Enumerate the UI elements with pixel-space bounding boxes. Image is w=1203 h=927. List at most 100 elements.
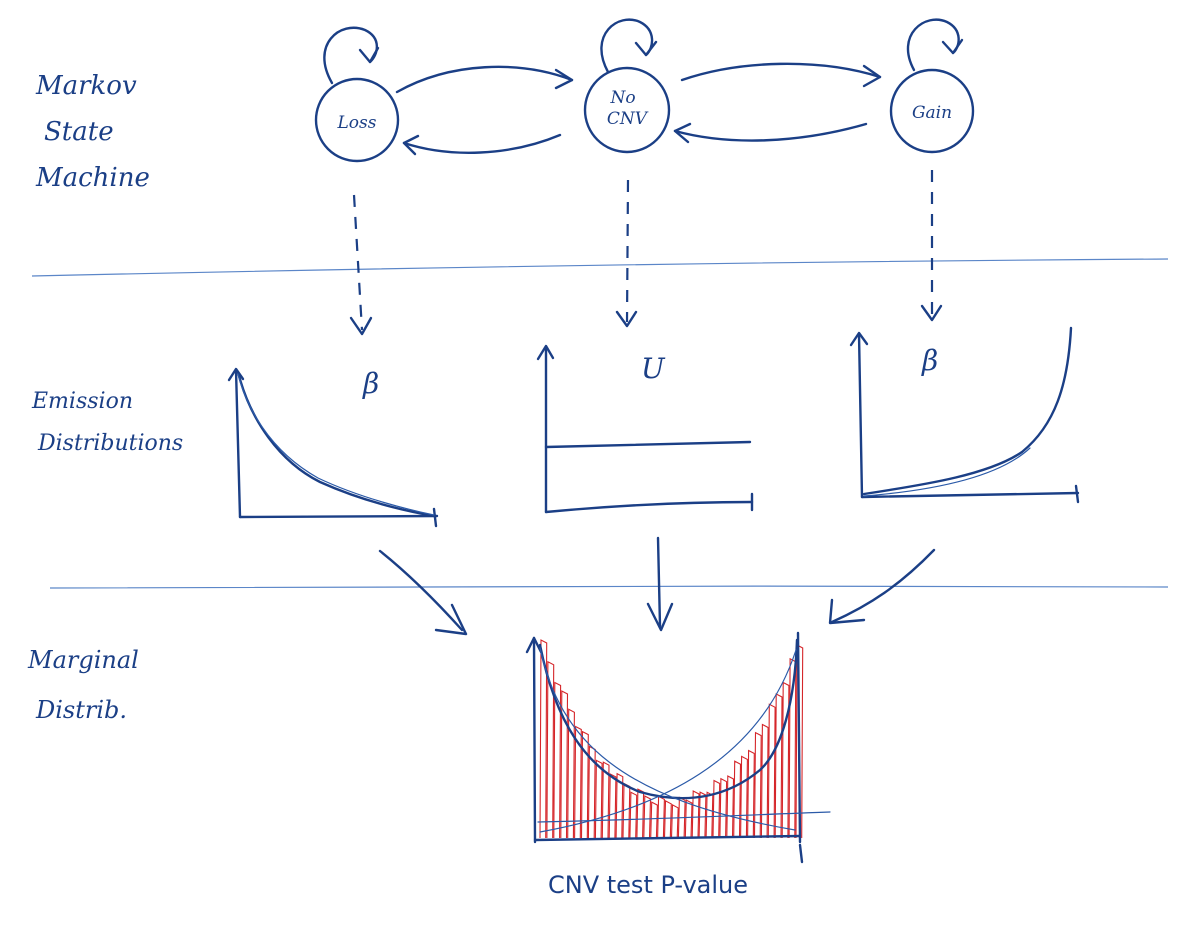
arrowhead: [358, 46, 380, 64]
histogram-bar: [767, 703, 776, 839]
row-label-line: Machine: [35, 163, 150, 193]
state-label-gain: Gain: [912, 103, 952, 123]
component-curve-decreasing: [539, 647, 796, 831]
component-curve-uniform: [537, 811, 831, 823]
histogram-bar: [747, 749, 755, 839]
histogram-bar: [546, 660, 555, 839]
histogram-bar: [698, 791, 707, 839]
histogram-bar: [539, 639, 548, 839]
histogram-bar: [691, 790, 700, 839]
marginal-caption: CNV test P-value: [548, 871, 748, 899]
emission-plot-gain: [849, 326, 1080, 504]
histogram-bar: [760, 723, 769, 839]
emission-plot-no-cnv: [536, 344, 754, 514]
state-gain: Gain: [889, 18, 975, 154]
x-axis: [238, 514, 439, 519]
density-curve: [544, 440, 752, 449]
right-boundary: [796, 631, 802, 844]
marginal-density-curve: [538, 638, 799, 800]
divider-line-top: [31, 258, 1169, 277]
row-label-line: Emission: [31, 389, 133, 414]
row-label-line: Marginal: [27, 646, 139, 674]
histogram-bar: [594, 759, 603, 839]
histogram-bar: [650, 801, 658, 839]
transition-gain-to-no-cnv: [673, 122, 868, 144]
histogram-bar: [567, 708, 575, 839]
histogram-bar: [719, 777, 728, 839]
histogram-bar: [636, 788, 645, 839]
row-label-line: Distributions: [37, 431, 183, 456]
histogram-bar: [615, 772, 624, 839]
self-loop-arrow: [906, 18, 960, 72]
row-label-state-machine: Markov State Machine: [35, 71, 150, 193]
arrowhead: [941, 38, 964, 55]
state-label-no: No: [609, 88, 635, 108]
state-no-cnv: No CNV: [583, 18, 671, 154]
self-loop-arrow: [323, 26, 379, 85]
axis-arrowhead: [849, 331, 869, 347]
x-axis: [533, 834, 802, 842]
histogram-bar: [795, 644, 804, 839]
axis-arrowhead: [536, 344, 555, 361]
histogram-bar: [740, 755, 748, 839]
density-curve: [236, 370, 436, 518]
histogram-bar: [553, 681, 562, 839]
histogram-bars: [539, 639, 804, 839]
histogram-bar: [657, 795, 665, 839]
histogram-bar: [712, 779, 721, 839]
row-label-line: Distrib.: [35, 696, 127, 724]
y-axis: [234, 368, 242, 519]
emission-arrow-loss: [349, 194, 373, 336]
histogram-bar: [705, 791, 714, 839]
axis-tick: [1074, 484, 1080, 504]
transition-no-cnv-to-loss: [402, 133, 562, 156]
row-label-emission: Emission Distributions: [31, 389, 183, 456]
state-label-loss: Loss: [337, 113, 377, 133]
row-label-line: Markov: [35, 71, 137, 101]
y-axis: [532, 636, 537, 844]
x-axis: [544, 500, 754, 514]
density-curve: [862, 326, 1073, 496]
divider-line-bottom: [49, 585, 1169, 589]
histogram-bar: [774, 693, 783, 839]
converge-arrow-no-cnv: [646, 536, 674, 632]
row-label-marginal: Marginal Distrib.: [27, 646, 139, 724]
histogram-bar: [574, 725, 582, 839]
density-curve-sketch: [863, 447, 1031, 497]
dist-label-gain: β: [921, 344, 938, 377]
histogram-bar: [684, 799, 693, 839]
right-tick: [798, 843, 804, 864]
dist-label-loss: β: [362, 367, 379, 400]
state-label-cnv: CNV: [607, 109, 649, 129]
y-axis: [857, 332, 864, 499]
transition-loss-to-no-cnv: [395, 65, 574, 94]
histogram-bar: [608, 773, 617, 839]
histogram-bar: [781, 681, 790, 839]
axis-tick: [432, 507, 438, 528]
histogram-bar: [629, 791, 638, 839]
x-axis: [860, 491, 1080, 499]
self-loop-arrow: [600, 18, 654, 74]
axis-arrowhead: [525, 636, 543, 654]
emission-arrow-gain: [920, 170, 943, 322]
histogram-bar: [560, 690, 569, 839]
histogram-bar: [580, 730, 589, 839]
axis-arrowhead: [227, 367, 245, 382]
emission-plot-loss: [227, 367, 439, 528]
state-loss: Loss: [314, 26, 400, 163]
density-curve-sketch: [237, 373, 435, 516]
histogram-bar: [663, 800, 672, 839]
marginal-plot: [525, 631, 831, 864]
histogram-bar: [726, 775, 735, 839]
histogram-bar: [670, 804, 679, 839]
dist-label-no-cnv: U: [641, 352, 666, 385]
row-label-line: State: [44, 117, 114, 147]
arrowhead: [634, 40, 658, 57]
histogram-bar: [753, 731, 762, 839]
transition-no-cnv-to-gain: [680, 62, 882, 88]
histogram-bar: [733, 760, 742, 839]
emission-arrow-no-cnv: [615, 179, 638, 328]
component-curve-increasing: [539, 649, 797, 833]
histogram-bar: [601, 761, 610, 839]
